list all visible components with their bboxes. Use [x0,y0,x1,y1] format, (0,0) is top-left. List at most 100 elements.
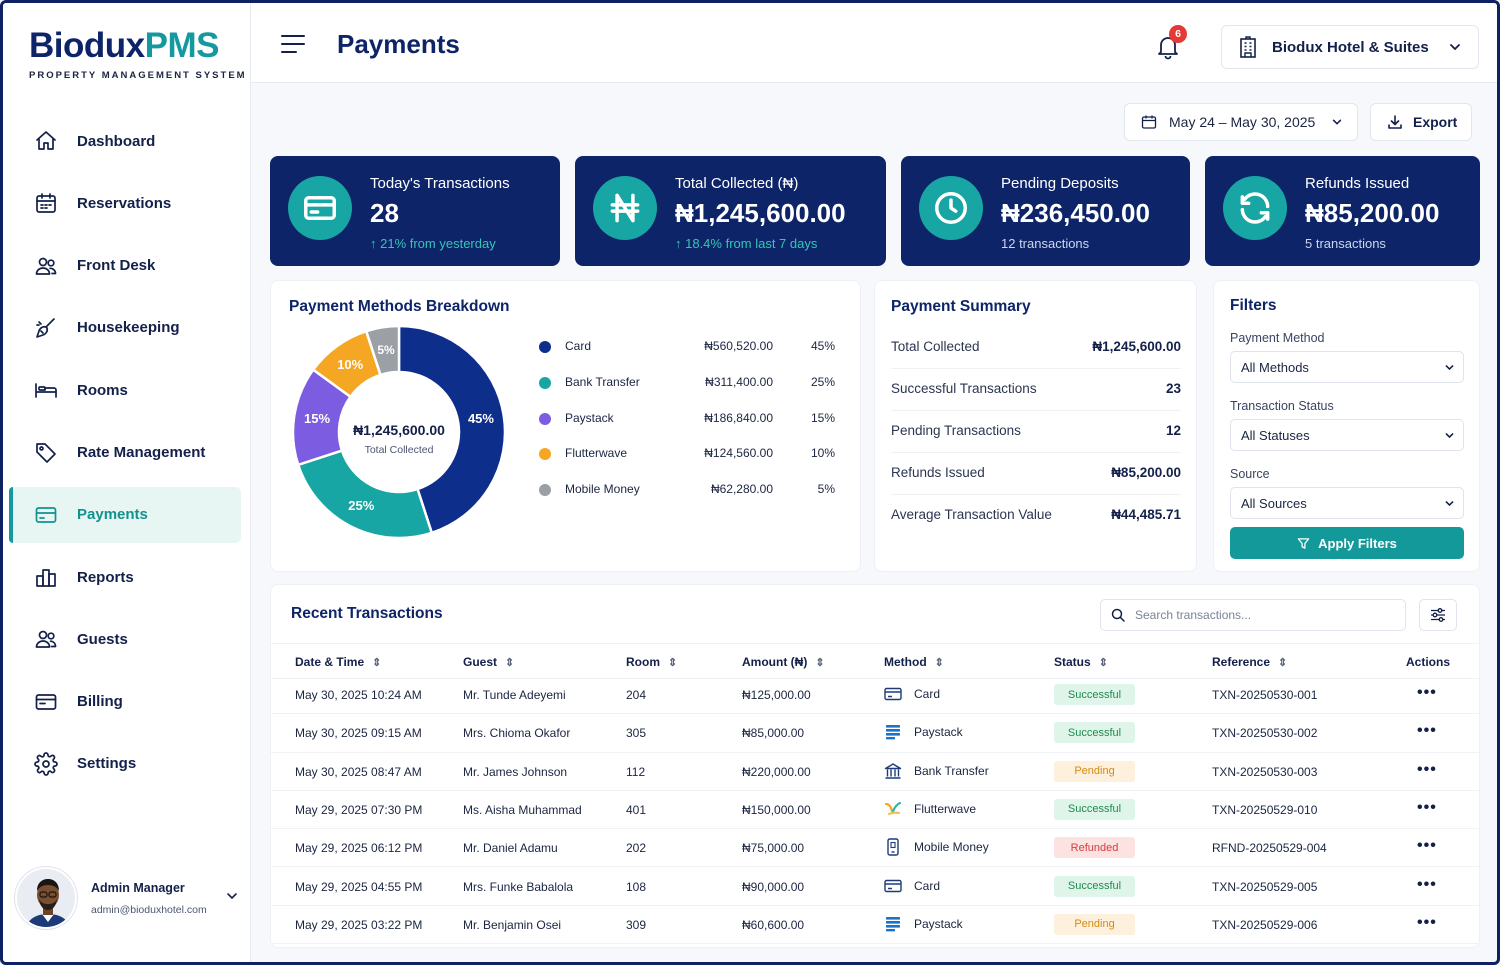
user-profile[interactable]: Admin Manager admin@bioduxhotel.com [15,863,243,933]
chevron-down-icon[interactable] [225,889,239,903]
sidebar-item-settings[interactable]: Settings [9,736,241,792]
donut-slice-card [397,324,507,535]
status-badge: Successful [1054,684,1135,705]
cell-amount: ₦90,000.00 [742,879,805,894]
sidebar-item-dashboard[interactable]: Dashboard [9,113,241,169]
column-label: Room [626,655,660,669]
sort-icon: ⇕ [372,656,382,669]
paystack-icon [884,723,902,741]
apply-filters-button[interactable]: Apply Filters [1230,527,1464,559]
filter-label: Source [1230,467,1270,481]
sidebar-item-rate-management[interactable]: Rate Management [9,424,241,480]
cell-amount: ₦125,000.00 [742,688,811,702]
select-value: All Methods [1241,359,1309,375]
chevron-down-icon [1332,119,1342,125]
legend-percent: 15% [810,410,835,425]
stat-trend: ↑ 18.4% from last 7 days [675,236,818,251]
row-actions-button[interactable]: ••• [1417,875,1437,893]
cell-room: 202 [626,841,647,856]
column-label: Amount (₦) [742,655,808,669]
cell-method: Flutterwave [884,800,976,818]
legend-item: Card ₦560,520.00 45% [539,338,839,356]
table-row[interactable]: May 30, 2025 10:24 AM Mr. Tunde Adeyemi 20… [271,676,1479,715]
row-actions-button[interactable]: ••• [1417,913,1437,931]
summary-value: ₦85,200.00 [1111,465,1181,480]
cell-room: 309 [626,917,647,932]
cell-method: Card [884,877,940,895]
table-settings-button[interactable] [1419,599,1457,631]
filters-panel: Filters Payment Method All Methods Trans… [1213,280,1480,572]
row-actions-button[interactable]: ••• [1417,722,1437,740]
legend-item: Paystack ₦186,840.00 15% [539,410,839,428]
row-actions-button[interactable]: ••• [1417,684,1437,701]
method-label: Paystack [914,725,963,740]
row-actions-button[interactable]: ••• [1417,798,1437,816]
status-badge: Pending [1054,760,1135,782]
column-label: Status [1054,655,1091,669]
table-row[interactable]: May 29, 2025 07:30 PM Ms. Aisha Muhammad 4… [271,791,1479,830]
legend-label: Card [565,339,592,353]
card-icon [884,877,902,895]
cell-reference: TXN-20250529-010 [1212,802,1318,817]
legend-percent: 5% [817,482,835,497]
cell-room: 112 [626,764,646,779]
table-row[interactable]: May 29, 2025 04:55 PM Mrs. Funke Babalola… [271,868,1479,906]
home-icon [33,128,59,154]
stat-card-total-collected: Total Collected (₦) ₦1,245,600.00 ↑ 18.4… [575,156,886,266]
summary-row: Average Transaction Value ₦44,485.71 [891,495,1181,537]
recent-transactions-panel: Recent Transactions Search transactions.… [270,584,1480,948]
export-button[interactable]: Export [1370,103,1472,141]
menu-toggle-button[interactable] [281,35,305,55]
legend-percent: 10% [810,446,835,461]
sidebar-item-reservations[interactable]: Reservations [9,175,241,231]
row-actions-button[interactable]: ••• [1417,837,1437,855]
cell-method: Paystack [884,915,963,933]
method-label: Paystack [914,916,963,931]
stat-value: ₦85,200.00 [1305,198,1440,228]
column-header-room[interactable]: Room ⇕ [626,655,677,669]
sort-icon: ⇕ [668,656,678,669]
sidebar-item-guests[interactable]: Guests [9,611,241,667]
column-header-amount[interactable]: Amount (₦) ⇕ [742,655,825,669]
status-badge: Successful [1054,722,1135,744]
column-header-guest[interactable]: Guest ⇕ [463,655,514,669]
donut-center-value: ₦1,245,600.00 [353,422,445,438]
column-header-date[interactable]: Date & Time ⇕ [295,655,381,669]
page-title: Payments [337,29,460,59]
sidebar-item-reports[interactable]: Reports [9,549,241,605]
donut-center-label: Total Collected [364,444,434,456]
apply-filters-label: Apply Filters [1318,535,1397,551]
sort-icon: ⇕ [1098,656,1108,669]
search-transactions-input[interactable]: Search transactions... [1100,599,1406,631]
column-header-status[interactable]: Status ⇕ [1054,655,1108,669]
transaction-status-select[interactable]: All Statuses [1230,419,1464,451]
hotel-selector[interactable]: Biodux Hotel & Suites [1221,25,1479,69]
sliders-icon [1431,608,1445,622]
cell-date: May 29, 2025 06:12 PM [295,841,423,856]
clock-icon [919,176,983,240]
cell-reference: RFND-20250529-004 [1212,841,1327,856]
summary-row: Total Collected ₦1,245,600.00 [891,327,1181,369]
sidebar-item-billing[interactable]: Billing [9,674,241,730]
column-header-method[interactable]: Method ⇕ [884,655,944,669]
chevron-down-icon [1445,501,1454,507]
table-row[interactable]: May 29, 2025 06:12 PM Mr. Daniel Adamu 202… [271,829,1479,868]
table-row[interactable]: May 30, 2025 08:47 AM Mr. James Johnson 11… [271,753,1479,791]
table-row[interactable]: May 30, 2025 09:15 AM Mrs. Chioma Okafor 3… [271,714,1479,753]
source-select[interactable]: All Sources [1230,487,1464,519]
sidebar-item-front-desk[interactable]: Front Desk [9,238,241,294]
sidebar-item-payments[interactable]: Payments [9,486,241,543]
sidebar-item-rooms[interactable]: Rooms [9,362,241,418]
donut-slice-mobile-money [364,324,401,377]
table-row[interactable]: May 29, 2025 03:22 PM Mr. Benjamin Osei 30… [271,906,1479,945]
cell-guest: Mrs. Funke Babalola [463,879,574,894]
gear-icon [33,751,59,777]
cell-method: Card [884,685,940,703]
date-range-picker[interactable]: May 24 – May 30, 2025 [1124,103,1358,141]
column-header-reference[interactable]: Reference ⇕ [1212,655,1287,669]
legend-swatch [539,376,551,389]
legend-swatch [539,341,551,353]
sidebar-item-housekeeping[interactable]: Housekeeping [9,300,241,356]
row-actions-button[interactable]: ••• [1417,760,1437,778]
payment-method-select[interactable]: All Methods [1230,351,1464,383]
